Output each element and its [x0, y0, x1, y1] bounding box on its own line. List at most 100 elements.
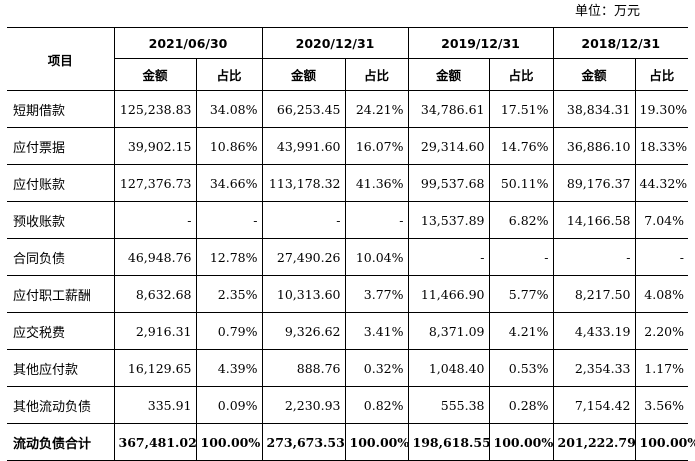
- cell-value: 1.17%: [634, 349, 688, 387]
- cell-value: 8,217.50: [552, 275, 635, 313]
- cell-value: 127,376.73: [113, 164, 196, 202]
- cell-value: 34.66%: [195, 164, 262, 202]
- cell-value: 8,632.68: [113, 275, 196, 313]
- header-ratio: 占比: [488, 58, 553, 91]
- cell-value: 125,238.83: [113, 90, 196, 128]
- row-label: 其他流动负债: [13, 399, 92, 415]
- cell-value: 2,230.93: [261, 386, 345, 424]
- table-row: 其他流动负债 335.91 0.09% 2,230.93 0.82% 555.3…: [7, 386, 688, 424]
- cell-value: 335.91: [113, 386, 196, 424]
- cell-value: 7,154.42: [552, 386, 635, 424]
- cell-value: -: [634, 238, 688, 276]
- cell-value: 13,537.89: [407, 201, 489, 239]
- cell-value: 113,178.32: [261, 164, 345, 202]
- cell-value: 2.20%: [634, 312, 688, 350]
- header-period: 2019/12/31: [407, 27, 553, 59]
- cell-value: -: [261, 201, 345, 239]
- table-row: 应交税费 2,916.31 0.79% 9,326.62 3.41% 8,371…: [7, 312, 688, 350]
- cell-value: 100.00%: [344, 423, 409, 461]
- cell-value: 4.39%: [195, 349, 262, 387]
- row-label: 流动负债合计: [13, 436, 92, 452]
- cell-value: 8,371.09: [407, 312, 489, 350]
- cell-value: 0.28%: [488, 386, 553, 424]
- cell-value: 17.51%: [488, 90, 553, 128]
- header-ratio: 占比: [634, 58, 688, 91]
- table-row: 应付职工薪酬 8,632.68 2.35% 10,313.60 3.77% 11…: [7, 275, 688, 313]
- cell-value: 367,481.02: [113, 423, 197, 461]
- cell-value: 27,490.26: [261, 238, 345, 276]
- header-item: 项目: [7, 27, 114, 91]
- row-label: 应交税费: [13, 325, 66, 341]
- cell-value: 2,916.31: [113, 312, 196, 350]
- cell-value: -: [113, 201, 196, 239]
- cell-value: 89,176.37: [552, 164, 635, 202]
- cell-value: 99,537.68: [407, 164, 489, 202]
- header-ratio: 占比: [344, 58, 408, 91]
- cell-value: 4,433.19: [552, 312, 635, 350]
- header-amount: 金额: [407, 58, 489, 91]
- cell-value: 1,048.40: [407, 349, 489, 387]
- cell-value: 888.76: [261, 349, 345, 387]
- cell-value: 12.78%: [195, 238, 262, 276]
- cell-value: 14.76%: [488, 127, 553, 165]
- header-period: 2021/06/30: [113, 27, 262, 59]
- cell-value: 198,618.55: [407, 423, 491, 461]
- cell-value: -: [552, 238, 635, 276]
- cell-value: 2,354.33: [552, 349, 635, 387]
- cell-value: 24.21%: [344, 90, 408, 128]
- cell-value: 10.04%: [344, 238, 408, 276]
- header-amount: 金额: [552, 58, 635, 91]
- row-label: 其他应付款: [13, 362, 79, 378]
- cell-value: -: [344, 201, 408, 239]
- table-row: 短期借款 125,238.83 34.08% 66,253.45 24.21% …: [7, 90, 688, 128]
- table-row: 应付账款 127,376.73 34.66% 113,178.32 41.36%…: [7, 164, 688, 202]
- cell-value: 9,326.62: [261, 312, 345, 350]
- cell-value: 66,253.45: [261, 90, 345, 128]
- cell-value: -: [488, 238, 553, 276]
- cell-value: 273,673.53: [261, 423, 345, 461]
- cell-value: 2.35%: [195, 275, 262, 313]
- table-row: 应付票据 39,902.15 10.86% 43,991.60 16.07% 2…: [7, 127, 688, 165]
- cell-value: 50.11%: [488, 164, 553, 202]
- cell-value: -: [407, 238, 489, 276]
- row-label: 应付账款: [13, 177, 66, 193]
- cell-value: 0.09%: [195, 386, 262, 424]
- table-row: 其他应付款 16,129.65 4.39% 888.76 0.32% 1,048…: [7, 349, 688, 387]
- table-body: 短期借款 125,238.83 34.08% 66,253.45 24.21% …: [7, 90, 695, 461]
- cell-value: 39,902.15: [113, 127, 196, 165]
- table-row: 预收账款 - - - - 13,537.89 6.82% 14,166.58 7…: [7, 201, 688, 239]
- header-ratio: 占比: [195, 58, 262, 91]
- total-row: 流动负债合计 367,481.02 100.00% 273,673.53 100…: [7, 423, 695, 461]
- header-period: 2018/12/31: [552, 27, 688, 59]
- row-label: 应付票据: [13, 140, 66, 156]
- cell-value: 100.00%: [488, 423, 553, 461]
- cell-value: 3.77%: [344, 275, 408, 313]
- cell-value: 3.56%: [634, 386, 688, 424]
- current-liabilities-table: 项目 2021/06/30 2020/12/31 2019/12/31 2018…: [7, 27, 695, 461]
- cell-value: 201,222.79: [552, 423, 636, 461]
- header-period: 2020/12/31: [261, 27, 408, 59]
- cell-value: 0.82%: [344, 386, 408, 424]
- cell-value: 3.41%: [344, 312, 408, 350]
- table-row: 合同负债 46,948.76 12.78% 27,490.26 10.04% -…: [7, 238, 688, 276]
- cell-value: 6.82%: [488, 201, 553, 239]
- table-header: 项目 2021/06/30 2020/12/31 2019/12/31 2018…: [7, 27, 688, 91]
- cell-value: 0.32%: [344, 349, 408, 387]
- cell-value: 34,786.61: [407, 90, 489, 128]
- cell-value: 100.00%: [195, 423, 262, 461]
- cell-value: 43,991.60: [261, 127, 345, 165]
- row-label: 预收账款: [13, 214, 66, 230]
- cell-value: 38,834.31: [552, 90, 635, 128]
- cell-value: 36,886.10: [552, 127, 635, 165]
- cell-value: 34.08%: [195, 90, 262, 128]
- cell-value: 10,313.60: [261, 275, 345, 313]
- cell-value: 14,166.58: [552, 201, 635, 239]
- cell-value: -: [195, 201, 262, 239]
- cell-value: 19.30%: [634, 90, 688, 128]
- cell-value: 11,466.90: [407, 275, 489, 313]
- cell-value: 46,948.76: [113, 238, 196, 276]
- row-label: 短期借款: [13, 103, 66, 119]
- cell-value: 4.21%: [488, 312, 553, 350]
- cell-value: 18.33%: [634, 127, 688, 165]
- cell-value: 7.04%: [634, 201, 688, 239]
